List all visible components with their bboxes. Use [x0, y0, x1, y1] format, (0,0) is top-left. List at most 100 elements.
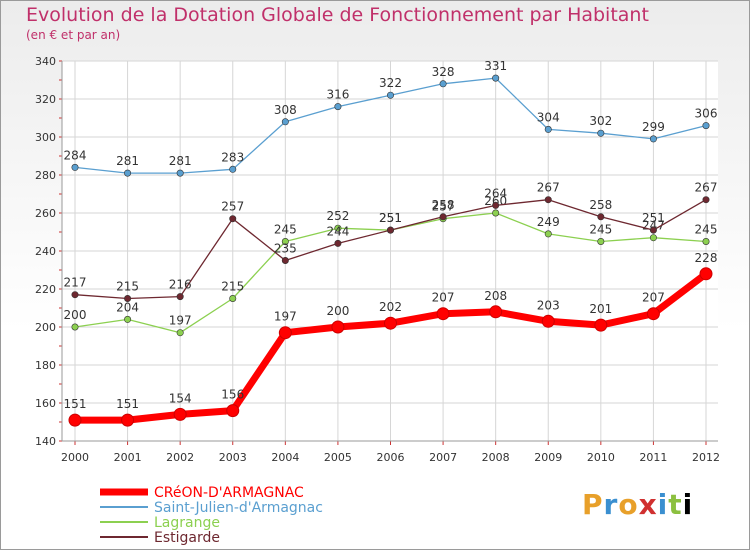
data-label: 302	[589, 114, 612, 128]
data-point	[594, 318, 608, 332]
data-point	[281, 118, 289, 126]
data-label: 267	[537, 181, 560, 195]
data-point	[281, 256, 289, 264]
data-label: 251	[642, 211, 665, 225]
data-point	[649, 226, 657, 234]
data-label: 308	[274, 103, 297, 117]
data-point	[436, 307, 450, 321]
y-tick-label: 140	[35, 435, 56, 448]
data-label: 207	[642, 291, 665, 305]
data-label: 151	[116, 397, 139, 411]
data-label: 245	[274, 223, 297, 237]
x-tick-label: 2008	[482, 451, 510, 464]
x-tick-label: 2007	[429, 451, 457, 464]
data-point	[229, 294, 237, 302]
y-tick-label: 200	[35, 321, 56, 334]
x-tick-label: 2006	[377, 451, 405, 464]
x-tick-label: 2011	[639, 451, 667, 464]
data-point	[489, 305, 503, 319]
data-label: 197	[274, 310, 297, 324]
data-label: 197	[169, 314, 192, 328]
data-point	[492, 209, 500, 217]
legend-label: Estigarde	[154, 530, 220, 546]
data-label: 299	[642, 120, 665, 134]
data-label: 202	[379, 300, 402, 314]
data-label: 252	[326, 209, 349, 223]
data-label: 316	[326, 88, 349, 102]
data-point	[386, 226, 394, 234]
data-label: 201	[589, 302, 612, 316]
y-tick-label: 320	[35, 93, 56, 106]
data-point	[331, 320, 345, 334]
y-tick-label: 340	[35, 55, 56, 68]
data-label: 258	[432, 198, 455, 212]
data-label: 217	[64, 276, 87, 290]
data-label: 283	[221, 150, 244, 164]
data-label: 281	[169, 154, 192, 168]
data-point	[229, 215, 237, 223]
data-label: 249	[537, 215, 560, 229]
chart-subtitle: (en € et par an)	[26, 28, 121, 42]
data-label: 251	[379, 211, 402, 225]
data-point	[334, 103, 342, 111]
x-tick-label: 2003	[219, 451, 247, 464]
data-point	[281, 238, 289, 246]
y-tick-label: 300	[35, 131, 56, 144]
proxiti-logo: Proxiti	[582, 488, 694, 521]
data-label: 151	[64, 397, 87, 411]
data-point	[597, 238, 605, 246]
data-label: 203	[537, 298, 560, 312]
data-label: 328	[432, 65, 455, 79]
data-label: 216	[169, 278, 192, 292]
data-point	[121, 413, 135, 427]
legend-label: CRéON-D'ARMAGNAC	[154, 485, 304, 501]
data-label: 154	[169, 391, 192, 405]
y-tick-label: 260	[35, 207, 56, 220]
data-point	[334, 239, 342, 247]
data-label: 244	[326, 224, 349, 238]
x-tick-label: 2004	[271, 451, 299, 464]
data-label: 322	[379, 76, 402, 90]
data-point	[541, 314, 555, 328]
data-point	[278, 326, 292, 340]
data-label: 215	[116, 280, 139, 294]
y-tick-label: 160	[35, 397, 56, 410]
data-point	[71, 163, 79, 171]
data-point	[176, 329, 184, 337]
data-label: 258	[589, 198, 612, 212]
data-point	[646, 307, 660, 321]
data-label: 245	[589, 223, 612, 237]
x-tick-label: 2005	[324, 451, 352, 464]
data-point	[699, 267, 713, 281]
data-point	[124, 169, 132, 177]
data-label: 251	[379, 211, 402, 225]
data-point	[124, 294, 132, 302]
data-point	[384, 316, 397, 330]
data-label: 257	[432, 200, 455, 214]
data-label: 156	[221, 388, 244, 402]
data-point	[439, 213, 447, 221]
data-point	[702, 238, 710, 246]
data-label: 284	[64, 148, 87, 162]
data-point	[226, 404, 240, 418]
x-tick-label: 2009	[534, 451, 562, 464]
data-point	[173, 407, 187, 421]
data-point	[492, 74, 500, 82]
data-label: 281	[116, 154, 139, 168]
data-point	[71, 323, 79, 331]
data-label: 257	[221, 200, 244, 214]
data-label: 245	[695, 223, 718, 237]
data-point	[71, 291, 79, 299]
data-label: 207	[432, 291, 455, 305]
y-tick-label: 220	[35, 283, 56, 296]
chart-title: Evolution de la Dotation Globale de Fonc…	[26, 4, 649, 26]
data-point	[649, 135, 657, 143]
data-label: 306	[695, 107, 718, 121]
x-tick-label: 2000	[61, 451, 89, 464]
x-tick-label: 2002	[166, 451, 194, 464]
data-point	[176, 169, 184, 177]
data-point	[597, 213, 605, 221]
data-label: 228	[695, 251, 718, 265]
data-label: 331	[484, 59, 507, 73]
